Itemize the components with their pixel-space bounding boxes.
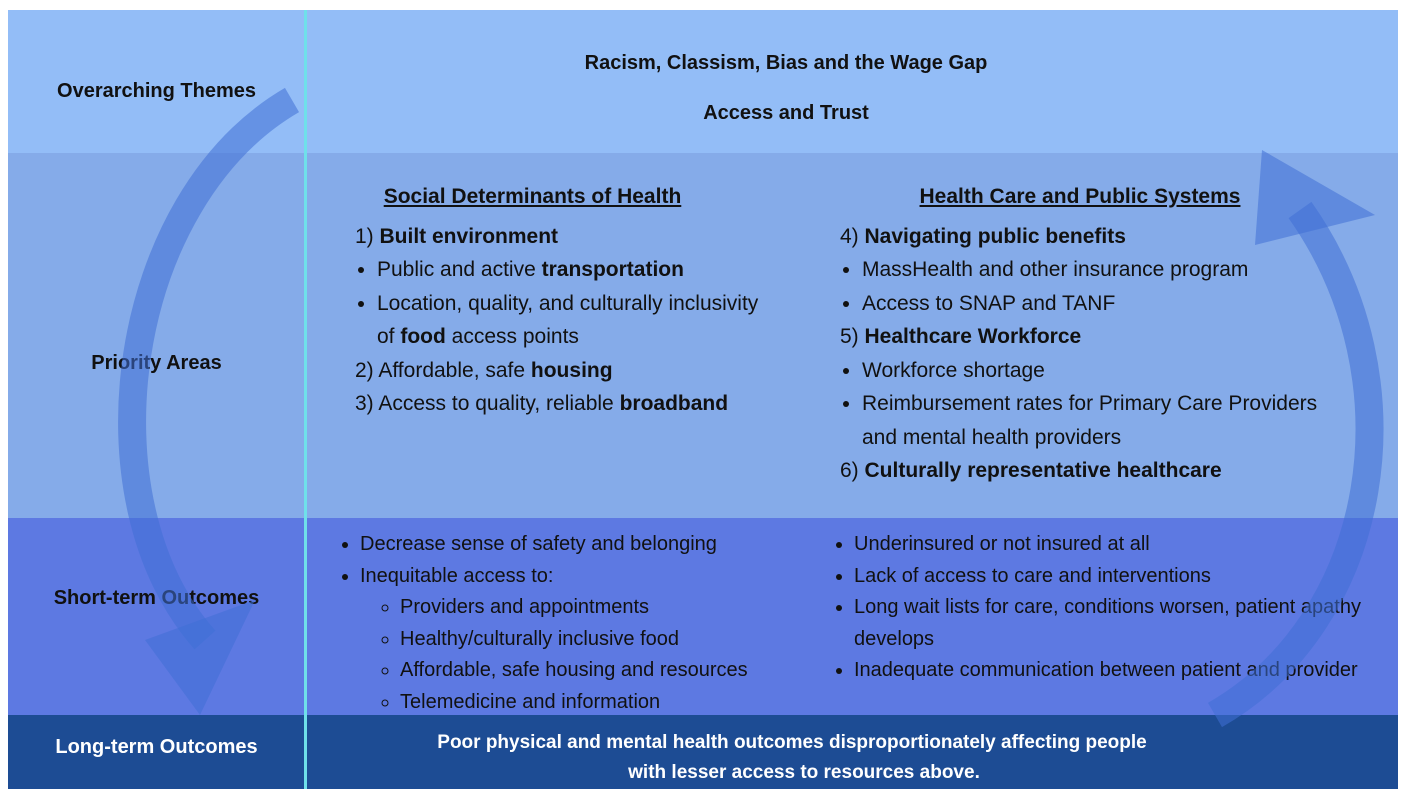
- text-run: Access to SNAP and TANF: [862, 291, 1116, 315]
- long-term-band: [8, 715, 1398, 789]
- outcome-text: Inequitable access to:: [360, 564, 554, 587]
- sub-outcome: Affordable, safe housing and resources: [400, 655, 818, 687]
- outcome-text: Lack of access to care and interventions: [854, 564, 1211, 587]
- text-run: access points: [445, 325, 579, 348]
- row-label: Priority Areas: [91, 352, 222, 374]
- text-run: MassHealth and other insurance program: [862, 258, 1249, 281]
- text-run: 1): [355, 224, 380, 248]
- priority-item: 3) Access to quality, reliable broadband: [355, 387, 765, 421]
- text-run: 5): [840, 325, 865, 348]
- text-run: Built environment: [379, 224, 559, 248]
- text-run: housing: [530, 358, 613, 382]
- row-label: Short-term Outcomes: [53, 587, 260, 609]
- priority-item: 5) Healthcare Workforce: [840, 320, 1340, 354]
- outcome: Decrease sense of safety and belonging: [360, 529, 818, 561]
- column-heading: Social Determinants of Health: [383, 185, 682, 208]
- sub-item: Location, quality, and culturally inclus…: [377, 287, 765, 354]
- sub-outcome: Healthy/culturally inclusive food: [400, 624, 818, 656]
- outcome-text: Inadequate communication between patient…: [854, 659, 1358, 681]
- outcome-list: Decrease sense of safety and belonging In…: [338, 529, 818, 718]
- outcome-list: Underinsured or not insured at all Lack o…: [832, 529, 1377, 687]
- outcome-text: Decrease sense of safety and belonging: [360, 533, 717, 555]
- priority-left: Social Determinants of Health 1) Built en…: [355, 180, 765, 421]
- priority-right: Health Care and Public Systems 4) Navigat…: [840, 180, 1340, 488]
- text-run: 2) Affordable, safe: [355, 358, 531, 382]
- outcome: Long wait lists for care, conditions wor…: [854, 592, 1377, 655]
- text-run: Healthcare Workforce: [864, 325, 1082, 348]
- text-run: broadband: [619, 392, 729, 415]
- priority-item: 6) Culturally representative healthcare: [840, 454, 1340, 488]
- theme: Access and Trust: [703, 102, 869, 124]
- sub-item: Public and active transportation: [377, 253, 765, 287]
- sub-item: Reimbursement rates for Primary Care Pro…: [862, 387, 1340, 454]
- priority-item: 4) Navigating public benefits: [840, 220, 1340, 254]
- sub-list: Providers and appointmentsHealthy/cultur…: [360, 592, 818, 718]
- text-run: 6): [840, 459, 865, 482]
- sub-outcome: Providers and appointments: [400, 592, 818, 624]
- short-right: Underinsured or not insured at all Lack o…: [832, 529, 1377, 687]
- text-run: Culturally representative healthcare: [864, 459, 1222, 482]
- sub-list: Workforce shortage Reimbursement rates fo…: [840, 354, 1340, 455]
- text-run: transportation: [541, 258, 684, 281]
- long-term-text: Poor physical and mental health outcomes…: [437, 732, 1147, 753]
- text-run: 3) Access to quality, reliable: [355, 392, 620, 415]
- text-run: 4): [840, 224, 865, 248]
- long-term-text: with lesser access to resources above.: [628, 762, 980, 783]
- text-run: Reimbursement rates for Primary Care Pro…: [862, 392, 1318, 449]
- sub-list: MassHealth and other insurance program Ac…: [840, 253, 1340, 320]
- sub-item: Access to SNAP and TANF: [862, 287, 1340, 321]
- sub-list: Public and active transportation Location…: [355, 253, 765, 354]
- outcome: Inequitable access to: Providers and appo…: [360, 561, 818, 719]
- text-run: Public and active: [377, 258, 542, 281]
- text-run: Navigating public benefits: [864, 224, 1126, 248]
- sub-item: MassHealth and other insurance program: [862, 253, 1340, 287]
- text-run: food: [400, 325, 446, 348]
- sub-outcome: Telemedicine and information: [400, 687, 818, 719]
- theme: Racism, Classism, Bias and the Wage Gap: [584, 52, 988, 74]
- column-heading: Health Care and Public Systems: [919, 185, 1241, 208]
- short-left: Decrease sense of safety and belonging In…: [338, 529, 818, 718]
- outcome: Underinsured or not insured at all: [854, 529, 1377, 561]
- row-label: Long-term Outcomes: [55, 736, 258, 758]
- outcome-text: Underinsured or not insured at all: [854, 533, 1150, 555]
- outcome: Lack of access to care and interventions: [854, 561, 1377, 593]
- outcome: Inadequate communication between patient…: [854, 655, 1377, 687]
- priority-item: 2) Affordable, safe housing: [355, 354, 765, 388]
- divider: [304, 10, 307, 789]
- priority-item: 1) Built environment: [355, 220, 765, 254]
- outcome-text: Long wait lists for care, conditions wor…: [854, 596, 1361, 650]
- row-label: Overarching Themes: [57, 80, 256, 102]
- text-run: Location, quality, and culturally inclus…: [377, 291, 759, 349]
- sub-item: Workforce shortage: [862, 354, 1340, 388]
- text-run: Workforce shortage: [862, 358, 1045, 382]
